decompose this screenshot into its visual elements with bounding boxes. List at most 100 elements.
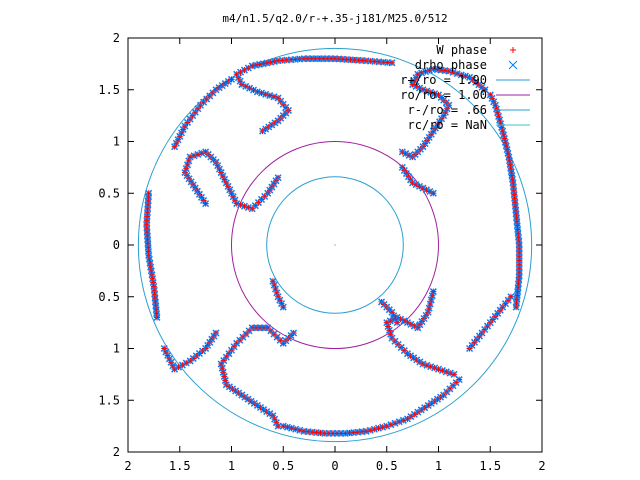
w-phase-point [277, 337, 284, 344]
w-phase-point [222, 377, 229, 384]
w-phase-point [150, 283, 157, 290]
legend-swatch [508, 60, 518, 70]
w-phase-point [149, 275, 156, 282]
w-phase-point [249, 324, 256, 331]
w-phase-point [451, 371, 458, 378]
w-phase-point [246, 327, 253, 334]
y-tick-label: 1 [113, 342, 120, 356]
w-phase-point [430, 190, 437, 197]
w-phase-point [508, 172, 515, 179]
w-phase-point [197, 102, 204, 109]
w-phase-point [507, 165, 514, 172]
w-phase-point [392, 338, 399, 345]
legend-label: rc/ro = NaN [408, 118, 487, 132]
w-phase-point [388, 59, 395, 66]
w-phase-point [430, 288, 437, 295]
w-phase-point [430, 66, 437, 73]
y-tick-label: 2 [113, 445, 120, 459]
w-phase-point [189, 112, 196, 119]
w-phase-point [482, 86, 489, 93]
origin-marker [334, 244, 336, 246]
w-phase-point [478, 329, 485, 336]
w-phase-point [202, 200, 209, 207]
x-tick-label: 0.5 [376, 459, 398, 473]
legend-label: ro/ro = 1.00 [400, 88, 487, 102]
w-phase-point [375, 425, 382, 432]
y-tick-label: 1.5 [98, 393, 120, 407]
data-point-layer [143, 55, 523, 437]
w-phase-point [284, 424, 291, 431]
w-phase-point [221, 373, 228, 380]
legend-label: r-/ro = .66 [408, 103, 487, 117]
w-phase-point [228, 76, 235, 83]
w-phase-point [443, 388, 450, 395]
w-phase-point [507, 293, 514, 300]
w-phase-point [209, 89, 216, 96]
w-phase-point [394, 319, 401, 326]
w-phase-point [427, 300, 434, 307]
w-phase-point [242, 331, 249, 338]
w-phase-point [220, 357, 227, 364]
y-tick-label: 0.5 [98, 186, 120, 200]
circle-0 [137, 47, 533, 443]
w-phase-point [187, 116, 194, 123]
w-phase-point [505, 154, 512, 161]
w-phase-point [280, 340, 287, 347]
w-phase-point [148, 267, 155, 274]
w-phase-point [194, 105, 201, 112]
w-phase-point [426, 305, 433, 312]
w-phase-point [233, 340, 240, 347]
w-phase-point [502, 300, 509, 307]
w-phase-point [258, 196, 265, 203]
circle-layer [137, 47, 533, 443]
w-phase-point [192, 109, 199, 116]
w-phase-point [223, 354, 230, 361]
x-tick-label: 2 [124, 459, 131, 473]
x-tick-label: 1.5 [479, 459, 501, 473]
w-phase-point [218, 361, 225, 368]
w-phase-point [148, 271, 155, 278]
w-phase-point [388, 335, 395, 342]
w-phase-point [484, 323, 491, 330]
x-tick-label: 0.5 [272, 459, 294, 473]
w-phase-point [274, 334, 281, 341]
x-tick-label: 1 [435, 459, 442, 473]
y-tick-label: 0 [113, 238, 120, 252]
w-phase-point [449, 382, 456, 389]
w-phase-point [239, 334, 246, 341]
w-phase-point [252, 202, 259, 209]
w-phase-point [379, 424, 386, 431]
w-phase-point [219, 365, 226, 372]
circle-2 [266, 176, 404, 314]
w-phase-point [161, 345, 168, 352]
w-phase-point [270, 331, 277, 338]
y-tick-label: 2 [113, 31, 120, 45]
w-phase-point [255, 199, 262, 206]
w-phase-point [261, 193, 268, 200]
w-phase-point [236, 337, 243, 344]
w-phase-point [146, 256, 153, 263]
w-phase-point [292, 426, 299, 433]
w-phase-point [434, 66, 441, 73]
w-phase-point [398, 344, 405, 351]
w-phase-point [401, 347, 408, 354]
w-phase-point [506, 157, 513, 164]
y-tick-label: 1 [113, 135, 120, 149]
x-tick-label: 1.5 [169, 459, 191, 473]
w-phase-point [150, 279, 157, 286]
w-phase-point [446, 385, 453, 392]
w-phase-point [203, 96, 210, 103]
w-phase-point [395, 341, 402, 348]
w-phase-point [508, 168, 515, 175]
x-tick-label: 1 [228, 459, 235, 473]
w-phase-point [288, 425, 295, 432]
w-phase-point [275, 423, 282, 430]
x-tick-label: 0 [331, 459, 338, 473]
w-phase-point [456, 376, 463, 383]
w-phase-point [220, 369, 227, 376]
legend-label: W phase [436, 43, 487, 57]
w-phase-point [371, 426, 378, 433]
w-phase-point [181, 122, 188, 129]
